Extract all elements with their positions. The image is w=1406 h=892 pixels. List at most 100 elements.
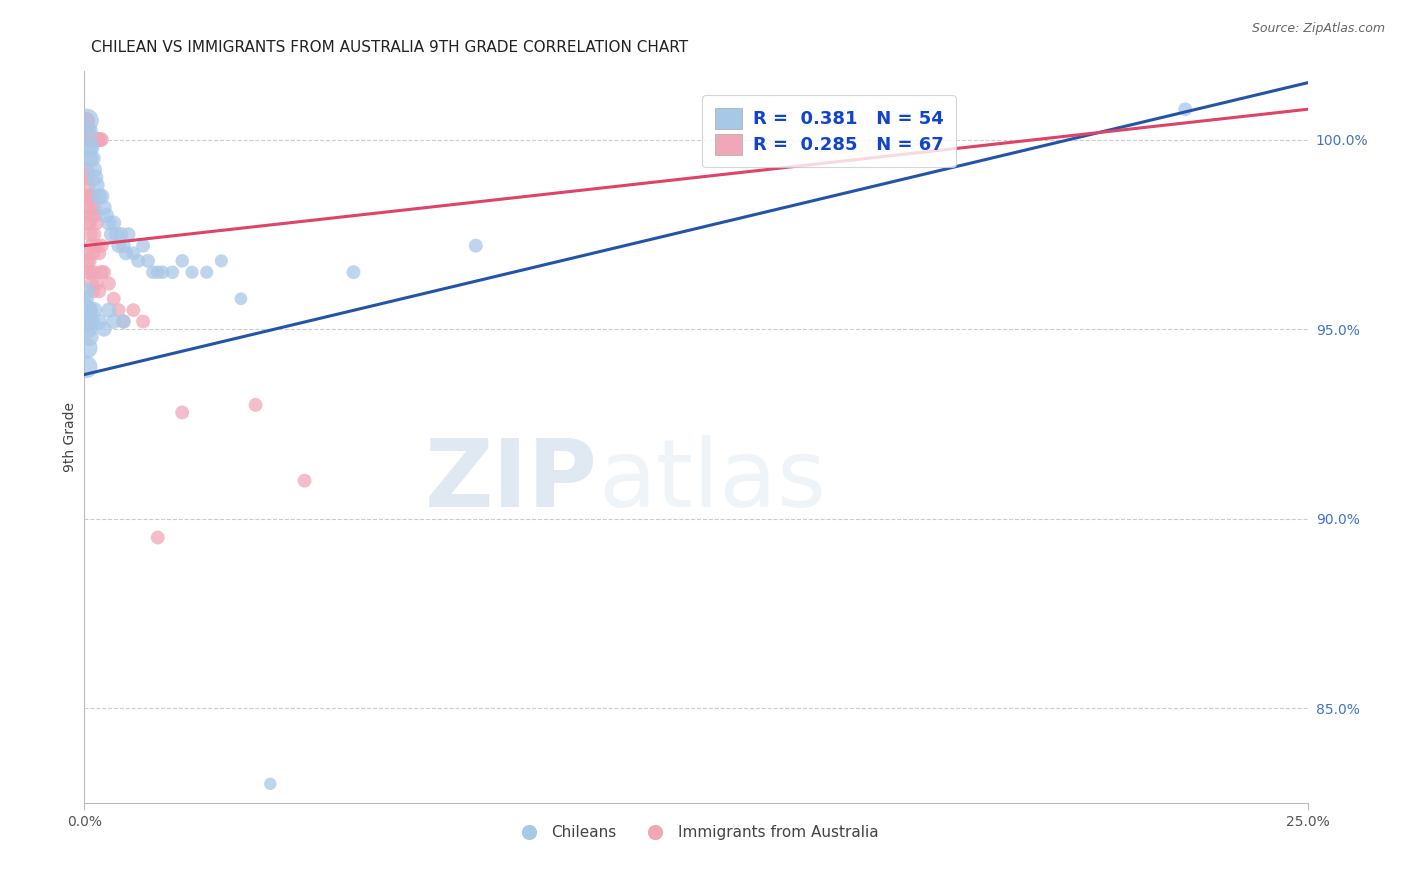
- Point: [77, 189, 100, 203]
- Point: [90, 132, 112, 146]
- Point: [90, 238, 112, 252]
- Point: [76, 113, 98, 128]
- Point: [80, 238, 103, 252]
- Point: [82, 132, 104, 146]
- Point: [259, 777, 281, 791]
- Point: [97, 277, 120, 291]
- Point: [82, 132, 104, 146]
- Point: [76, 170, 98, 185]
- Point: [82, 246, 104, 260]
- Point: [80, 277, 103, 291]
- Point: [97, 216, 120, 230]
- Point: [76, 125, 98, 139]
- Point: [77, 253, 100, 268]
- Point: [76, 341, 98, 355]
- Point: [96, 208, 118, 222]
- Point: [152, 265, 174, 279]
- Point: [79, 132, 101, 146]
- Point: [84, 170, 107, 185]
- Point: [122, 246, 145, 260]
- Point: [172, 405, 194, 419]
- Point: [132, 314, 155, 328]
- Point: [89, 132, 111, 146]
- Y-axis label: 9th Grade: 9th Grade: [63, 402, 77, 472]
- Point: [103, 216, 125, 230]
- Point: [87, 284, 110, 298]
- Point: [103, 314, 125, 328]
- Point: [75, 121, 97, 136]
- Point: [82, 152, 104, 166]
- Point: [84, 132, 107, 146]
- Point: [83, 265, 105, 279]
- Point: [127, 253, 149, 268]
- Point: [294, 474, 316, 488]
- Point: [77, 329, 100, 343]
- Point: [80, 132, 103, 146]
- Point: [77, 216, 100, 230]
- Point: [86, 277, 108, 291]
- Point: [77, 132, 100, 146]
- Legend: Chileans, Immigrants from Australia: Chileans, Immigrants from Australia: [508, 819, 884, 847]
- Point: [86, 238, 108, 252]
- Point: [75, 162, 97, 177]
- Point: [76, 121, 98, 136]
- Point: [122, 303, 145, 318]
- Point: [93, 201, 115, 215]
- Point: [77, 132, 100, 146]
- Point: [464, 238, 486, 252]
- Point: [77, 303, 100, 318]
- Point: [112, 314, 135, 328]
- Point: [110, 227, 132, 242]
- Point: [90, 265, 112, 279]
- Point: [77, 140, 100, 154]
- Point: [103, 292, 125, 306]
- Point: [83, 201, 105, 215]
- Point: [77, 322, 100, 336]
- Point: [87, 314, 110, 328]
- Point: [181, 265, 204, 279]
- Point: [77, 265, 100, 279]
- Point: [245, 398, 267, 412]
- Point: [83, 132, 105, 146]
- Point: [112, 238, 135, 252]
- Point: [75, 113, 97, 128]
- Point: [117, 227, 139, 242]
- Point: [75, 292, 97, 306]
- Point: [100, 227, 122, 242]
- Point: [86, 178, 108, 192]
- Text: atlas: atlas: [598, 435, 827, 527]
- Point: [146, 265, 169, 279]
- Point: [76, 201, 98, 215]
- Point: [76, 125, 98, 139]
- Point: [80, 140, 103, 154]
- Point: [87, 132, 110, 146]
- Point: [79, 227, 101, 242]
- Point: [75, 359, 97, 374]
- Point: [172, 253, 194, 268]
- Text: ZIP: ZIP: [425, 435, 598, 527]
- Point: [80, 314, 103, 328]
- Point: [97, 303, 120, 318]
- Point: [79, 132, 101, 146]
- Point: [87, 189, 110, 203]
- Point: [76, 178, 98, 192]
- Point: [93, 265, 115, 279]
- Point: [87, 132, 110, 146]
- Point: [93, 322, 115, 336]
- Point: [229, 292, 252, 306]
- Point: [107, 238, 129, 252]
- Point: [80, 132, 103, 146]
- Point: [75, 246, 97, 260]
- Point: [75, 113, 97, 128]
- Point: [162, 265, 184, 279]
- Point: [84, 208, 107, 222]
- Point: [195, 265, 218, 279]
- Point: [146, 531, 169, 545]
- Point: [83, 303, 105, 318]
- Text: CHILEAN VS IMMIGRANTS FROM AUSTRALIA 9TH GRADE CORRELATION CHART: CHILEAN VS IMMIGRANTS FROM AUSTRALIA 9TH…: [91, 40, 689, 55]
- Point: [79, 152, 101, 166]
- Point: [90, 189, 112, 203]
- Point: [142, 265, 165, 279]
- Point: [86, 132, 108, 146]
- Point: [132, 238, 155, 252]
